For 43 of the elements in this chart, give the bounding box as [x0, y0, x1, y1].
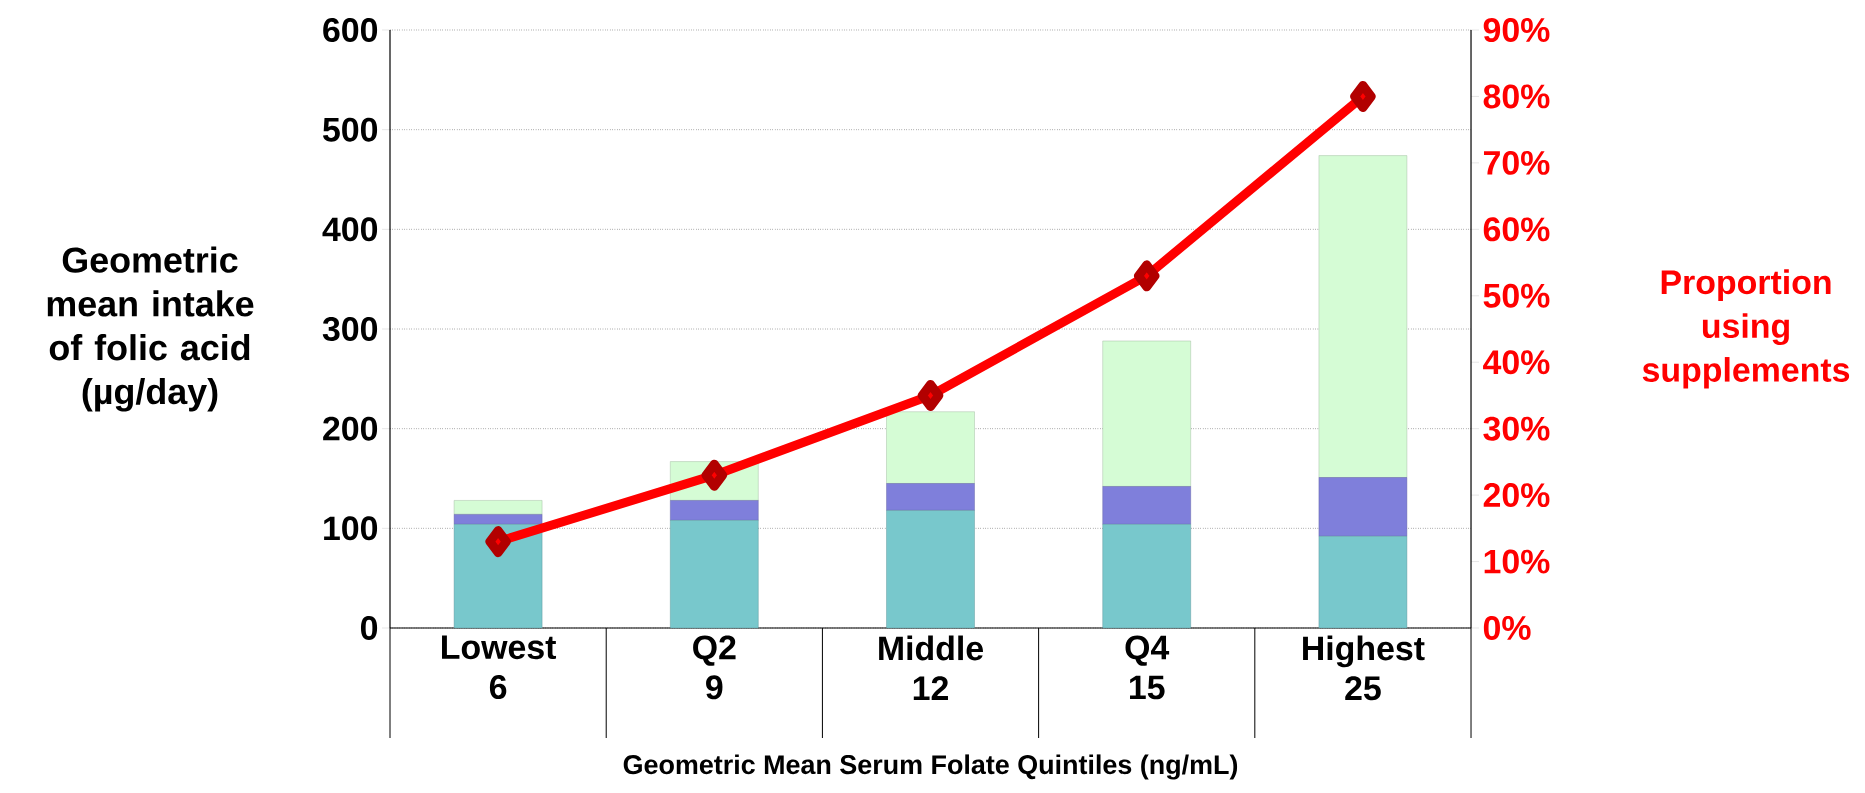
x-tick-label: Middle 12: [879, 635, 984, 700]
y2-tick-label: 20%: [1483, 483, 1550, 508]
y-tick-label: 200: [323, 416, 378, 441]
point: [917, 379, 944, 411]
point: [485, 526, 511, 558]
bar: [670, 500, 759, 521]
y2-tick-label: 60%: [1483, 217, 1550, 242]
bar: [1102, 524, 1191, 629]
y2-tick-label: 70%: [1483, 150, 1550, 175]
y2-tick-label: 30%: [1483, 416, 1550, 441]
bar: [670, 520, 759, 629]
bar: [886, 510, 975, 629]
y2-tick-label: 40%: [1483, 350, 1550, 375]
point: [1133, 260, 1160, 292]
y-tick-label: 0: [360, 616, 378, 640]
bar: [886, 483, 975, 511]
y-tick-label: 400: [322, 217, 378, 242]
bar: [1102, 340, 1191, 487]
y2-axis-title: Proportion using supplements: [1642, 269, 1850, 389]
x-tick-label: Q2 9: [693, 635, 736, 700]
bar: [453, 524, 543, 629]
bar: [453, 514, 543, 525]
y-tick-label: 500: [323, 117, 378, 142]
y2-tick-label: 10%: [1484, 549, 1550, 574]
point: [1350, 80, 1376, 112]
y-tick-label: 600: [323, 18, 378, 42]
x-tick-label: Lowest 6: [442, 635, 557, 699]
y-tick-label: 300: [322, 316, 378, 342]
y2-tick-label: 90%: [1483, 18, 1550, 42]
y-axis-title: Geometric mean intake of folic acid (µg/day): [47, 246, 254, 412]
y2-tick-label: 50%: [1483, 283, 1550, 308]
bar: [1318, 477, 1408, 537]
y2-tick-label: 0%: [1483, 616, 1531, 640]
bar: [453, 500, 543, 515]
bar: [886, 411, 975, 484]
x-tick-label: Q4 15: [1125, 635, 1170, 700]
y-tick-label: 100: [324, 516, 378, 541]
x-axis-title: Geometric Mean Serum Folate Quintiles (ng/mL): [623, 754, 1238, 780]
bar: [1318, 155, 1408, 478]
y2-tick-label: 80%: [1483, 84, 1550, 109]
bar: [1102, 486, 1191, 525]
x-tick-label: Highest 25: [1303, 635, 1425, 701]
bar: [1318, 536, 1408, 629]
